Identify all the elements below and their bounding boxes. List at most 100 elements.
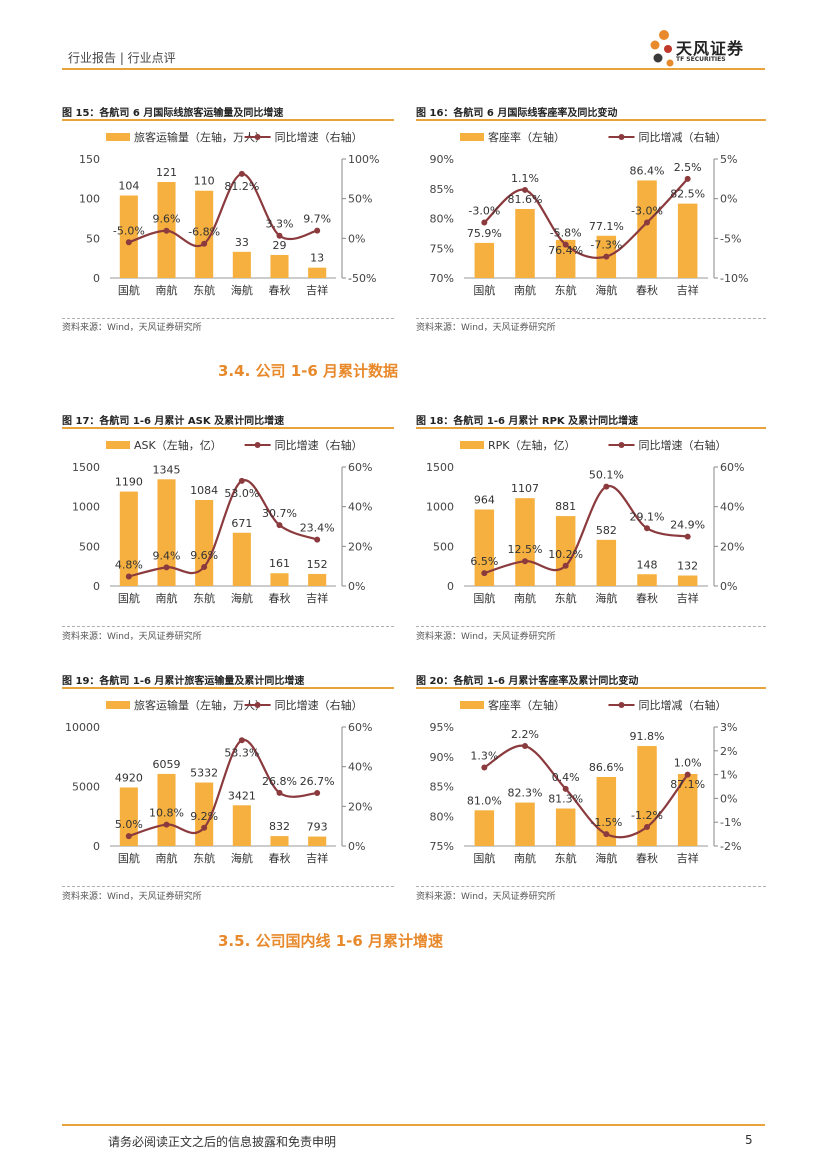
bar xyxy=(637,180,657,278)
bar xyxy=(270,836,289,846)
line-value-label: 6.5% xyxy=(470,555,498,568)
legend-bar-swatch xyxy=(106,701,130,709)
left-axis-tick-label: 1000 xyxy=(72,501,100,514)
line-value-label: -3.0% xyxy=(631,204,663,217)
legend-line-marker xyxy=(618,134,625,140)
left-axis-tick-label: 500 xyxy=(433,540,454,553)
legend-line-marker xyxy=(254,442,261,448)
line-point xyxy=(201,824,208,831)
figure-20-title-rule xyxy=(416,687,766,689)
series-line xyxy=(128,172,318,247)
bar xyxy=(270,254,289,278)
category-label: 吉祥 xyxy=(306,283,328,297)
right-axis-tick-label: 5% xyxy=(720,153,737,166)
line-point xyxy=(481,570,488,577)
bar xyxy=(157,479,176,586)
line-value-label: -3.0% xyxy=(468,204,500,217)
left-axis-tick-label: 75% xyxy=(430,840,454,853)
bar xyxy=(270,573,289,586)
figure-18-title: 图 18：各航司 1-6 月累计 RPK 及累计同比增速 xyxy=(416,416,639,427)
bar-value-label: 1190 xyxy=(115,476,143,489)
right-axis-tick-label: 0% xyxy=(348,840,365,853)
figure-18-source-rule xyxy=(416,626,766,627)
bar-value-label: 81.3% xyxy=(548,793,583,806)
bar-value-label: 110 xyxy=(194,175,215,188)
bar xyxy=(474,242,495,278)
figure-16-chart: 客座率（左轴） 同比增减（右轴） 70% 75% 80% 85% 90% -10% -5% 0% 5… xyxy=(430,130,749,297)
legend-bar-label: 旅客运输量（左轴，万人） xyxy=(134,698,266,712)
left-axis-tick-label: 100 xyxy=(79,193,100,206)
category-label: 春秋 xyxy=(269,851,291,865)
left-axis-tick-label: 10000 xyxy=(65,721,100,734)
bar-value-label: 6059 xyxy=(153,758,181,771)
line-value-label: -5.8% xyxy=(550,227,582,240)
legend-bar-swatch xyxy=(106,441,130,449)
figure-16-source-rule xyxy=(416,318,766,319)
bar-value-label: 793 xyxy=(307,821,328,834)
line-value-label: 4.8% xyxy=(115,558,143,571)
category-label: 春秋 xyxy=(636,591,658,605)
legend-bar-label: 旅客运输量（左轴，万人） xyxy=(134,130,266,144)
figure-16-title-rule xyxy=(416,119,766,121)
right-axis-tick-label: 20% xyxy=(348,800,372,813)
figure-17-chart: ASK（左轴，亿） 同比增速（右轴） 0 500 1000 1500 0% 20% 40% 60%… xyxy=(72,438,372,605)
bar-value-label: 582 xyxy=(596,524,617,537)
line-value-label: 30.7% xyxy=(262,507,297,520)
legend-line-label: 同比增速（右轴） xyxy=(639,438,727,452)
line-value-label: 9.4% xyxy=(153,549,181,562)
figure-15-source-rule xyxy=(62,318,394,319)
line-value-label: 0.4% xyxy=(552,771,580,784)
right-axis-tick-label: 50% xyxy=(348,193,372,206)
left-axis-tick-label: 0 xyxy=(93,272,100,285)
right-axis-tick-label: 0% xyxy=(348,580,365,593)
line-point xyxy=(163,564,170,571)
line-value-label: 1.3% xyxy=(470,749,498,762)
left-axis-tick-label: 95% xyxy=(430,721,454,734)
bar-value-label: 75.9% xyxy=(467,227,502,240)
line-value-label: -5.0% xyxy=(113,224,145,237)
bar-value-label: 671 xyxy=(231,517,252,530)
logo-text-en: TF SECURITIES xyxy=(676,56,726,63)
right-axis-tick-label: 3% xyxy=(720,721,737,734)
line-point xyxy=(238,477,245,484)
right-axis-tick-label: -10% xyxy=(720,272,748,285)
line-value-label: 23.4% xyxy=(300,522,335,535)
bar-value-label: 1345 xyxy=(153,463,181,476)
line-value-label: 26.7% xyxy=(300,775,335,788)
right-axis-tick-label: -1% xyxy=(720,816,741,829)
legend-bar-label: 客座率（左轴） xyxy=(488,130,565,144)
line-point xyxy=(684,771,691,778)
bar-value-label: 1107 xyxy=(511,482,539,495)
legend-line-label: 同比增速（右轴） xyxy=(275,438,363,452)
right-axis-tick-label: 60% xyxy=(720,461,744,474)
line-point xyxy=(522,743,528,750)
category-label: 南航 xyxy=(514,851,536,865)
bar xyxy=(119,491,138,586)
category-label: 南航 xyxy=(514,591,536,605)
left-axis-tick-label: 85% xyxy=(430,183,454,196)
legend-bar-swatch xyxy=(460,441,484,449)
figure-19-title: 图 19：各航司 1-6 月累计旅客运输量及累计同比增速 xyxy=(62,676,305,687)
category-label: 春秋 xyxy=(269,283,291,297)
category-label: 海航 xyxy=(231,591,253,605)
report-type-header: 行业报告 | 行业点评 xyxy=(68,51,176,65)
legend-line-marker xyxy=(618,442,625,448)
bar xyxy=(308,573,327,586)
category-label: 南航 xyxy=(156,591,178,605)
figure-16-source: 资料来源：Wind，天风证券研究所 xyxy=(416,323,556,333)
line-point xyxy=(314,790,321,797)
category-label: 海航 xyxy=(595,283,617,297)
line-value-label: -1.5% xyxy=(590,816,622,829)
line-point xyxy=(684,533,691,540)
category-label: 海航 xyxy=(231,851,253,865)
figure-19-chart: 旅客运输量（左轴，万人） 同比增速（右轴） 0 5000 10000 0% 20% 40% 60… xyxy=(65,698,372,865)
legend-bar-label: 客座率（左轴） xyxy=(488,698,565,712)
left-axis-tick-label: 5000 xyxy=(72,781,100,794)
line-point xyxy=(276,232,283,239)
right-axis-tick-label: 2% xyxy=(720,745,737,758)
bar-value-label: 964 xyxy=(474,494,495,507)
left-axis-tick-label: 75% xyxy=(430,242,454,255)
line-value-label: 9.6% xyxy=(190,549,218,562)
left-axis-tick-label: 90% xyxy=(430,153,454,166)
legend-line-marker xyxy=(618,702,625,708)
